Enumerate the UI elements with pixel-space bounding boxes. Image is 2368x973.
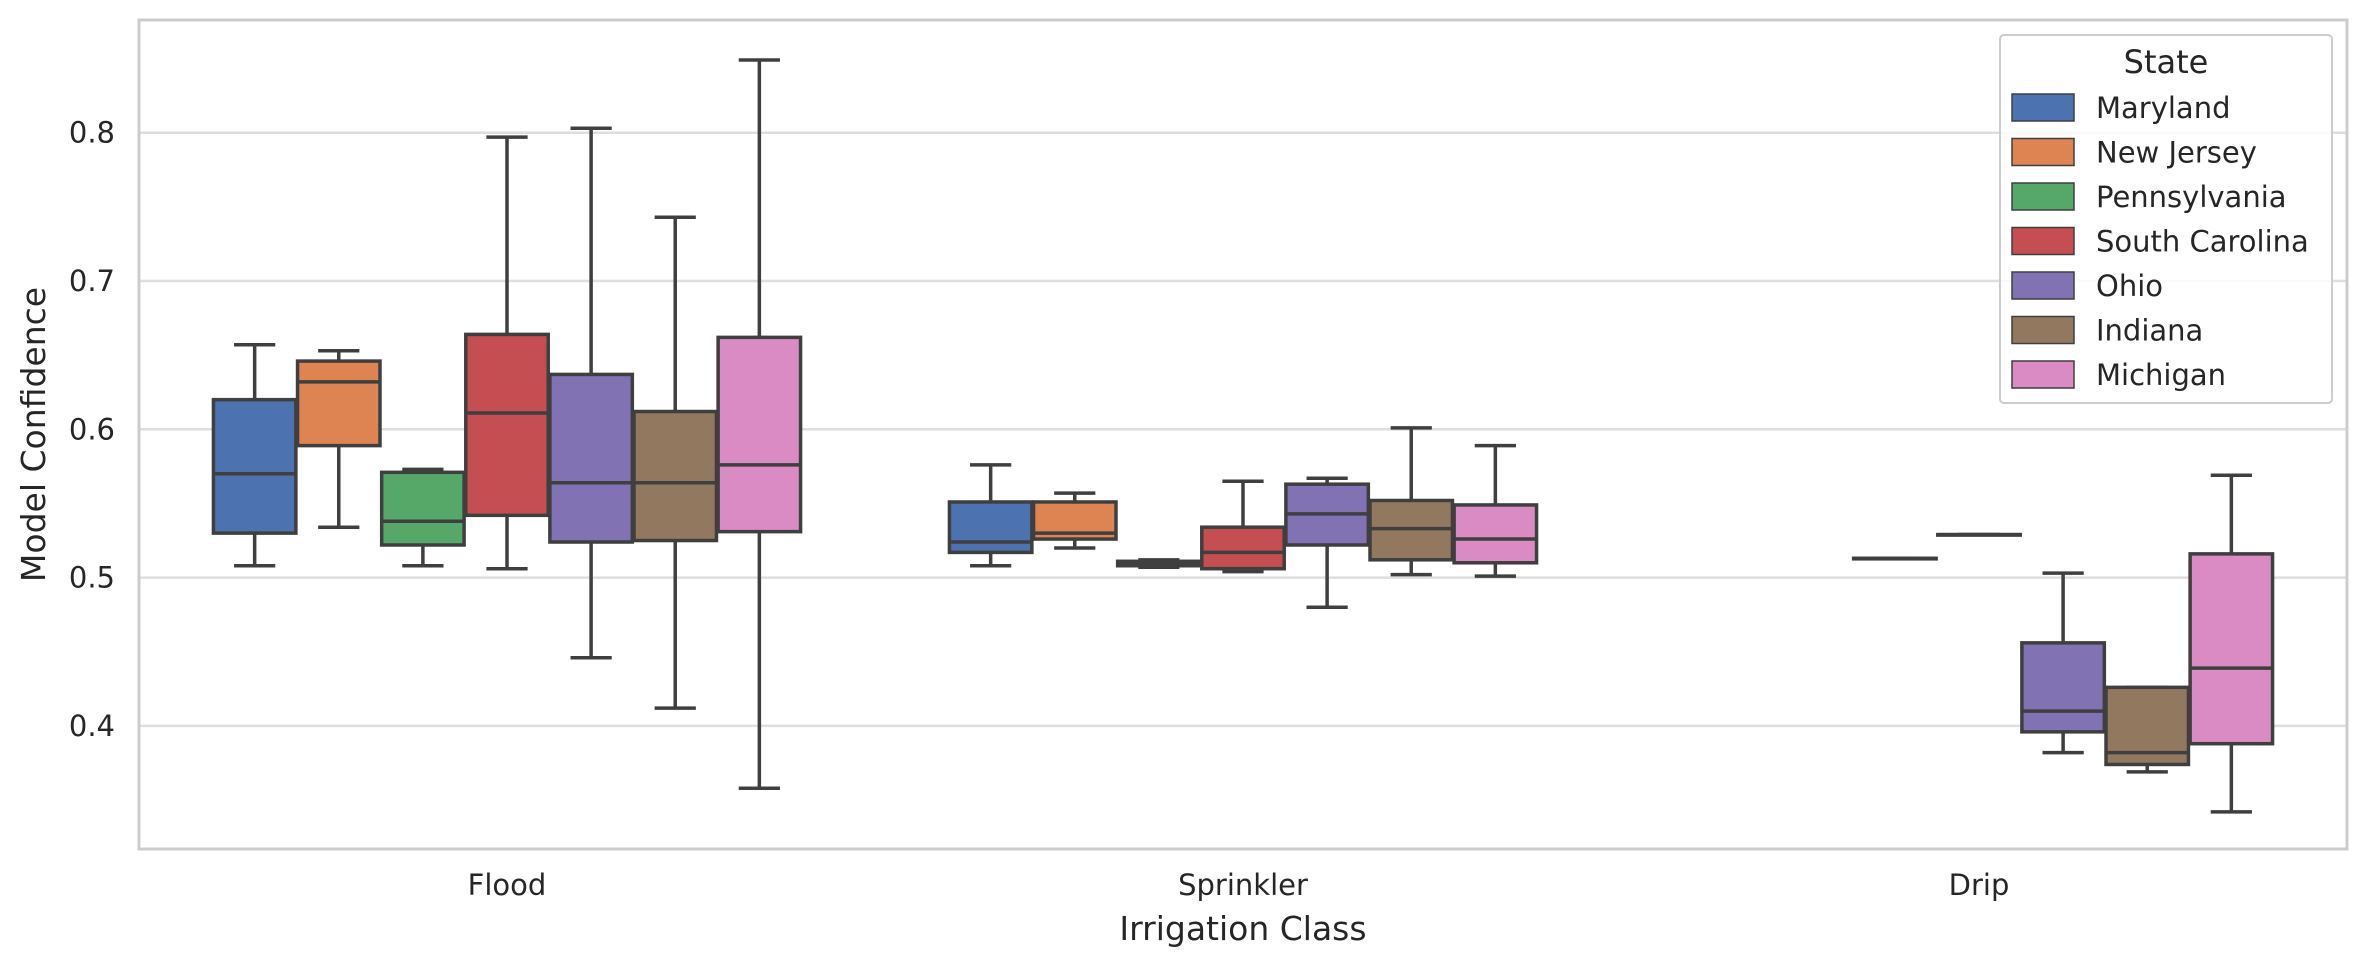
legend-swatch <box>2011 271 2075 300</box>
legend-label: Maryland <box>2096 91 2231 125</box>
box-iqr <box>295 359 382 448</box>
box-iqr <box>1200 525 1286 571</box>
box-iqr <box>2020 641 2107 734</box>
box-indiana[interactable] <box>632 215 719 710</box>
legend-item[interactable]: New Jersey <box>2011 136 2257 170</box>
x-axis-title: Irrigation Class <box>1119 909 1366 948</box>
x-tick-label: Sprinkler <box>1178 868 1308 902</box>
legend-label: Pennsylvania <box>2096 180 2287 214</box>
legend-swatch <box>2011 226 2075 256</box>
box-iqr <box>379 470 466 547</box>
box-new-jersey[interactable] <box>295 348 382 529</box>
y-tick-label: 0.8 <box>69 116 115 150</box>
legend-label: New Jersey <box>2096 136 2257 170</box>
box-michigan[interactable] <box>716 58 803 790</box>
legend-swatch <box>2011 137 2075 167</box>
box-pennsylvania[interactable] <box>1851 556 1938 561</box>
legend-label: Michigan <box>2096 358 2226 392</box>
box-iqr <box>464 332 550 518</box>
legend-label: South Carolina <box>2096 225 2309 259</box>
box-maryland[interactable] <box>947 463 1034 568</box>
legend-swatch <box>2011 360 2075 389</box>
y-axis-title: Model Confidence <box>14 287 53 582</box>
box-indiana[interactable] <box>2104 685 2191 774</box>
box-ohio[interactable] <box>2020 571 2107 755</box>
legend-swatch <box>2011 93 2075 122</box>
x-tick-label: Flood <box>468 868 547 902</box>
box-iqr <box>947 500 1034 555</box>
box-iqr <box>716 335 803 534</box>
legend-item[interactable]: South Carolina <box>2011 225 2309 259</box>
legend-item[interactable]: Maryland <box>2011 91 2231 125</box>
legend-label: Ohio <box>2096 269 2163 303</box>
box-south-carolina[interactable] <box>1200 479 1286 574</box>
legend-item[interactable]: Ohio <box>2011 269 2163 303</box>
box-pennsylvania[interactable] <box>379 467 466 568</box>
box-series-group <box>211 58 2275 814</box>
y-tick-label: 0.4 <box>69 709 115 743</box>
legend-item[interactable]: Michigan <box>2011 358 2226 392</box>
legend-frame <box>1999 34 2333 404</box>
y-tick-labels: 0.4 0.5 0.6 0.7 0.8 <box>69 116 115 743</box>
y-tick-label: 0.7 <box>69 264 115 298</box>
y-tick-label: 0.6 <box>69 412 115 446</box>
legend-title: State <box>2124 43 2209 81</box>
box-iqr <box>2188 552 2275 746</box>
plot-frame <box>137 18 2349 851</box>
x-tick-labels: Flood Sprinkler Drip <box>468 868 2010 902</box>
box-ohio[interactable] <box>548 126 635 660</box>
box-iqr <box>548 372 635 544</box>
legend-swatch <box>2011 182 2075 211</box>
legend-item[interactable]: Pennsylvania <box>2011 180 2287 214</box>
box-michigan[interactable] <box>2188 473 2275 814</box>
box-south-carolina[interactable] <box>464 135 550 571</box>
legend[interactable]: State Maryland New Jersey Pennsylvania Sout… <box>1999 34 2333 404</box>
x-tick-label: Drip <box>1949 868 2010 902</box>
box-iqr <box>211 397 298 535</box>
box-south-carolina[interactable] <box>1936 532 2022 537</box>
box-iqr <box>632 409 719 543</box>
box-new-jersey[interactable] <box>1031 491 1118 550</box>
box-michigan[interactable] <box>1452 443 1539 578</box>
legend-swatch <box>2011 315 2075 345</box>
box-ohio[interactable] <box>1284 476 1371 610</box>
box-iqr <box>1452 503 1539 565</box>
box-pennsylvania[interactable] <box>1115 558 1202 569</box>
box-maryland[interactable] <box>211 343 298 568</box>
legend-item[interactable]: Indiana <box>2011 314 2203 348</box>
legend-label: Indiana <box>2096 314 2203 348</box>
box-indiana[interactable] <box>1368 426 1455 577</box>
y-tick-label: 0.5 <box>69 561 115 595</box>
